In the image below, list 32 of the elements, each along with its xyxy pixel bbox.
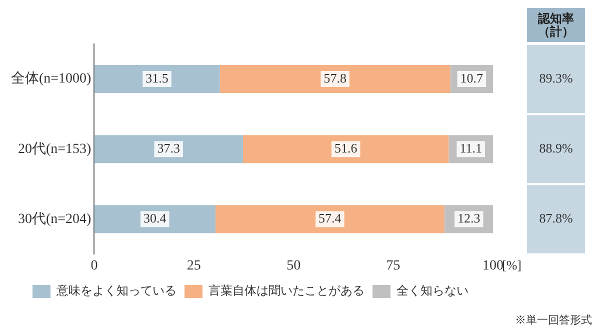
text: 89.3% bbox=[539, 70, 573, 86]
bar bbox=[220, 65, 450, 94]
legend-label: 言葉自体は聞いたことがある bbox=[208, 284, 364, 298]
y-tick-label: 全体(n=1000) bbox=[10, 70, 92, 87]
data-label: 10.7 bbox=[460, 70, 484, 86]
data-label: 37.3 bbox=[157, 140, 180, 156]
y-tick-label: 30代(n=204) bbox=[18, 210, 92, 227]
text: ※単一回答形式 bbox=[515, 313, 592, 326]
x-tick-label: 25 bbox=[186, 258, 201, 274]
data-label: 30.4 bbox=[143, 210, 167, 226]
text: 87.8% bbox=[539, 210, 573, 226]
x-tick-label: 50 bbox=[286, 258, 301, 274]
x-tick-label: 100 bbox=[482, 258, 504, 274]
data-label: 57.8 bbox=[324, 70, 346, 86]
data-label: 51.6 bbox=[334, 140, 358, 156]
legend-label: 意味をよく知っている bbox=[56, 284, 176, 298]
legend-label: 全く知らない bbox=[396, 284, 468, 298]
bar bbox=[242, 135, 449, 164]
x-tick-label: 75 bbox=[386, 258, 400, 274]
bar bbox=[94, 135, 243, 164]
data-label: 31.5 bbox=[146, 70, 168, 86]
text: 88.9% bbox=[539, 140, 573, 156]
data-label: 11.1 bbox=[460, 140, 482, 156]
data-label: 57.4 bbox=[318, 210, 342, 226]
bar bbox=[215, 205, 444, 234]
text: 認知率（計） bbox=[537, 11, 574, 39]
bar bbox=[94, 205, 216, 234]
bar bbox=[94, 65, 220, 94]
x-axis-title: [%] bbox=[502, 258, 522, 273]
x-tick-label: 0 bbox=[90, 258, 98, 274]
y-tick-label: 20代(n=153) bbox=[18, 140, 92, 157]
data-label: 12.3 bbox=[458, 210, 480, 226]
